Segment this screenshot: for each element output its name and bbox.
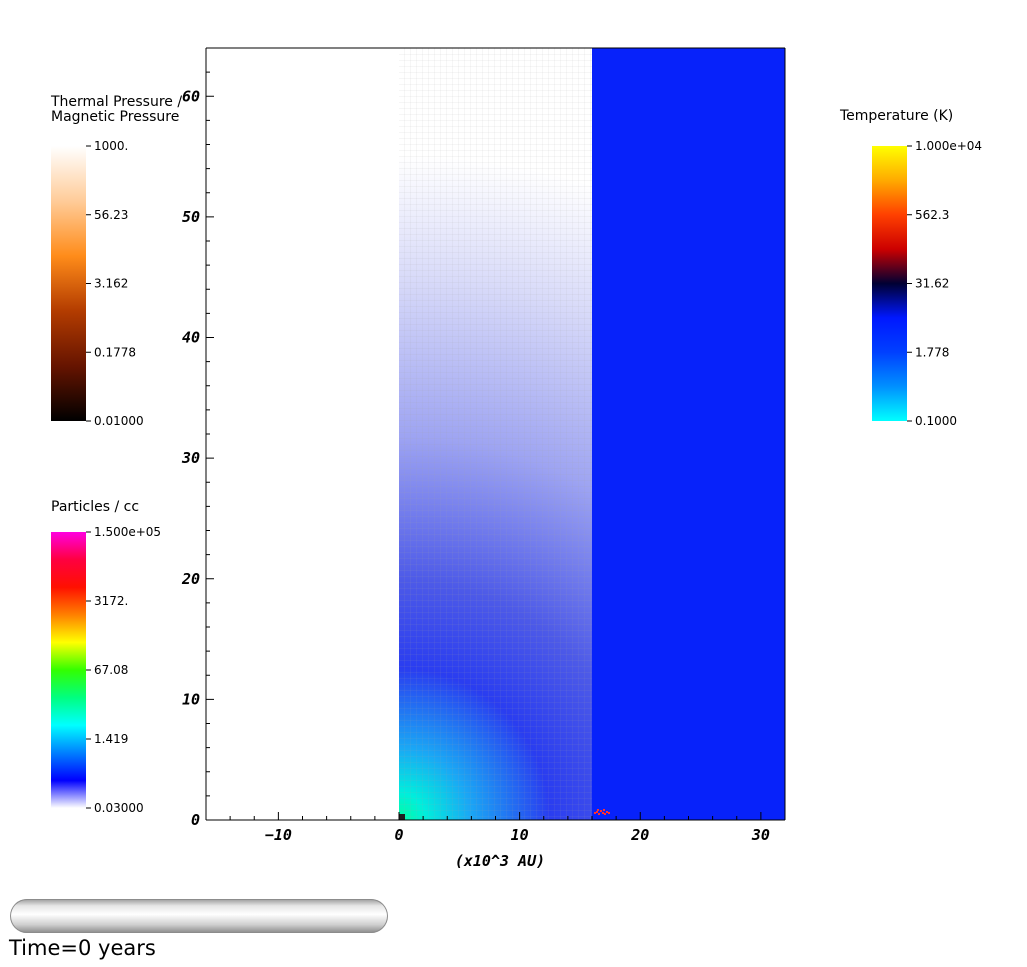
y-tick-label: 30	[181, 449, 200, 467]
colorbar-label: 1.000e+04	[915, 139, 982, 153]
origin-marker	[399, 814, 405, 820]
hot-spot-pixel	[600, 810, 602, 812]
hot-spot-pixel	[608, 812, 610, 814]
hot-spot-pixel	[598, 813, 600, 815]
x-axis-title: (x10^3 AU)	[455, 852, 545, 870]
colorbar-label: 0.03000	[94, 801, 144, 815]
x-tick-label: 0	[394, 826, 403, 844]
x-tick-label: −10	[265, 826, 292, 844]
y-tick-label: 40	[182, 329, 200, 347]
colorbar-strip	[51, 146, 86, 421]
x-tick-label: 30	[751, 826, 770, 844]
pressure-colorbar-title-line1: Thermal Pressure /	[51, 94, 183, 110]
pressure-panel	[206, 48, 399, 820]
hot-spot-pixels	[594, 809, 610, 815]
hot-spot-pixel	[604, 813, 606, 815]
colorbar-label: 3.162	[94, 277, 128, 291]
time-label: Time=0 years	[9, 936, 156, 960]
colorbar-label: 0.01000	[94, 414, 144, 428]
hot-spot-pixel	[596, 811, 598, 813]
hot-spot-pixel	[606, 811, 608, 813]
pressure-colorbar: 1000. 56.23 3.162 0.1778 0.01000	[51, 139, 144, 428]
colorbar-label: 1.419	[94, 732, 128, 746]
colorbar-label: 1.500e+05	[94, 525, 161, 539]
hot-spot-pixel	[594, 812, 596, 814]
colorbar-label: 67.08	[94, 663, 128, 677]
colorbar-label: 1.778	[915, 345, 949, 359]
colorbar-label: 56.23	[94, 208, 128, 222]
colorbar-label: 1000.	[94, 139, 128, 153]
colorbar-label: 0.1778	[94, 345, 136, 359]
hot-spot-pixel	[602, 812, 604, 814]
temperature-colorbar-title: Temperature (K)	[840, 108, 954, 124]
density-mesh-overlay	[399, 48, 592, 820]
temperature-colorbar: 1.000e+04 562.3 31.62 1.778 0.1000	[872, 139, 982, 428]
axes: −10 0 10 20 30 0 10 20 30 40 50 60	[181, 47, 786, 844]
colorbar-strip	[51, 532, 86, 808]
plot-area: −10 0 10 20 30 0 10 20 30 40 50 60	[181, 47, 786, 844]
y-tick-label: 50	[182, 208, 200, 226]
y-tick-label: 10	[182, 690, 200, 708]
colorbar-label: 562.3	[915, 208, 949, 222]
colorbar-label: 0.1000	[915, 414, 957, 428]
hot-spot-pixel	[597, 809, 599, 811]
colorbar-strip	[872, 146, 907, 421]
colorbar-label: 31.62	[915, 277, 949, 291]
time-slider[interactable]	[10, 899, 388, 933]
density-colorbar: 1.500e+05 3172. 67.08 1.419 0.03000	[51, 525, 161, 815]
y-tick-label: 60	[182, 87, 200, 105]
x-tick-label: 10	[511, 826, 529, 844]
density-colorbar-title: Particles / cc	[51, 499, 140, 515]
pressure-colorbar-title-line2: Magnetic Pressure	[51, 109, 180, 125]
y-tick-label: 20	[181, 570, 200, 588]
x-tick-label: 20	[630, 826, 649, 844]
colorbar-label: 3172.	[94, 594, 128, 608]
hot-spot-pixel	[603, 809, 605, 811]
pressure-colorbar-title: Thermal Pressure / Magnetic Pressure	[51, 95, 182, 125]
temperature-panel	[592, 48, 785, 820]
y-tick-label: 0	[191, 811, 200, 829]
